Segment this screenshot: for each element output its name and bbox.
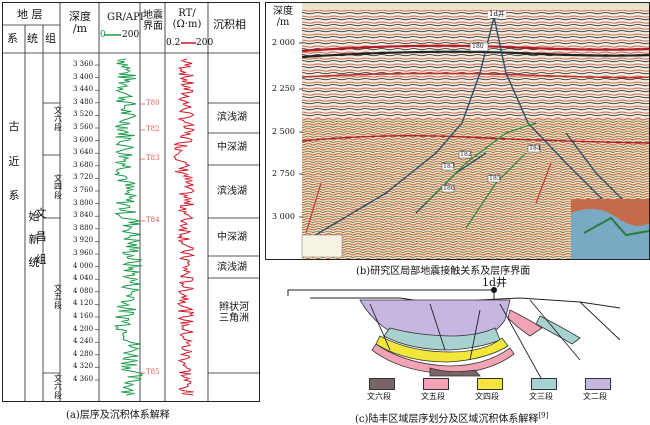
group-header: 组 <box>45 32 56 45</box>
legend-label: 文四段 <box>475 392 499 401</box>
gr-header: GR/API <box>107 12 144 23</box>
log-panel: 地 层 系 统 组 段 深度 /m GR/API 0 200 地震 界面 RT/… <box>2 2 260 402</box>
depth-tick-label: 3 920 <box>73 236 94 245</box>
depth-tick-label: 4 200 <box>73 324 94 333</box>
seismic-image <box>266 3 649 259</box>
horizon-tag: T86 <box>443 185 455 192</box>
legend-swatch <box>585 378 611 390</box>
member-label: 文 五 段 <box>54 284 62 310</box>
legend-label: 文二段 <box>583 392 607 401</box>
depth-tick-label: 3 720 <box>73 173 94 182</box>
legend-label: 文五段 <box>421 392 445 401</box>
seismic-marker: T85 <box>146 368 160 376</box>
depth-tick-label: 4 360 <box>73 375 94 383</box>
depth-tick-label: 4 120 <box>73 299 94 308</box>
seismic-header: 地震 界面 <box>143 10 163 32</box>
depth-tick-label: 3 400 <box>73 72 94 81</box>
horizon-tag: T84 <box>529 145 541 152</box>
legend-swatch <box>423 378 449 390</box>
section-well-label: 1d井 <box>482 276 508 289</box>
facies-label: 中深湖 <box>217 142 247 153</box>
section-diagram <box>287 287 621 380</box>
seismic-depth-tick: 3 000 <box>272 212 295 221</box>
caption-c-text: (c)陆丰区域层序划分及区域沉积体系解释 <box>355 414 539 425</box>
gr-scale-left: 0 <box>100 30 106 40</box>
legend-swatch <box>369 378 395 390</box>
depth-tick-label: 3 440 <box>73 85 94 94</box>
gr-curve <box>113 58 144 396</box>
caption-b: (b)研究区局部地震接触关系及层序界面 <box>356 266 531 277</box>
depth-tick-label: 3 680 <box>73 160 94 169</box>
group-name: 文 昌 组 <box>35 207 47 267</box>
facies-label: 辫状河 三角洲 <box>219 302 249 324</box>
section-panel: 1d井 文六段 文五段 文四段 文三段 文二段 <box>280 276 648 410</box>
seismic-well-label: 1d井 <box>488 10 506 18</box>
seismic-marker: T83 <box>146 154 160 162</box>
caption-a: (a)层序及沉积体系解释 <box>66 410 170 421</box>
gr-scale-right: 200 <box>122 30 140 40</box>
legend-label: 文六段 <box>367 392 391 401</box>
depth-tick-label: 3 840 <box>73 211 94 220</box>
rt-scale-left: 0.2 <box>166 38 181 48</box>
depth-tick-label: 4 240 <box>73 337 94 346</box>
seismic-marker: T82 <box>146 125 160 133</box>
seismic-depth-tick: 2 500 <box>272 127 295 136</box>
depth-tick-label: 3 640 <box>73 148 94 157</box>
seismic-depth-tick: 2 000 <box>272 38 295 47</box>
seismic-depth-label: 深度 /m <box>273 6 293 28</box>
series-name: 始 新 统 <box>28 210 40 270</box>
strata-header: 地 层 <box>17 8 43 21</box>
depth-tick-label: 3 800 <box>73 198 94 207</box>
seismic-depth-tick: 2 250 <box>272 84 295 93</box>
depth-tick-label: 3 520 <box>73 110 94 119</box>
facies-label: 中深湖 <box>217 232 247 243</box>
system-header: 系 <box>7 32 18 45</box>
horizon-tag: T80 <box>472 43 484 50</box>
seismic-depth-tick: 2 750 <box>272 169 295 178</box>
legend-swatch <box>531 378 557 390</box>
depth-tick-label: 3 600 <box>73 135 94 144</box>
horizon-tag: T82 <box>460 151 472 158</box>
seismic-panel: 深度 /m 2 000 2 250 2 500 2 750 3 000 1d井 T80 … <box>265 2 650 260</box>
member-label: 文 四 段 <box>54 174 62 200</box>
depth-header: 深度 /m <box>69 10 91 35</box>
depth-tick-label: 3 880 <box>73 223 94 232</box>
member-label: 文 六 段 <box>54 106 62 132</box>
legend-swatch <box>477 378 503 390</box>
depth-tick-label: 4 160 <box>73 312 94 320</box>
rt-curve <box>173 58 196 396</box>
depth-tick-label: 4 040 <box>73 274 94 283</box>
seismic-marker: T84 <box>146 216 160 224</box>
series-header: 统 <box>27 32 38 45</box>
caption-c: (c)陆丰区域层序划分及区域沉积体系解释[9] <box>355 410 548 425</box>
seismic-marker: T80 <box>146 99 160 107</box>
facies-label: 滨浅湖 <box>217 186 247 197</box>
caption-c-ref: [9] <box>538 411 549 420</box>
horizon-tag: T83 <box>443 163 455 170</box>
depth-tick-label: 4 280 <box>73 349 94 358</box>
depth-tick-label: 3 960 <box>73 249 94 257</box>
depth-tick-label: 4 000 <box>73 261 94 270</box>
depth-tick-label: 3 560 <box>73 123 94 131</box>
depth-tick-label: 3 760 <box>73 186 94 194</box>
rt-header: RT/ (Ω·m) <box>172 8 202 30</box>
member-label: 文 六 段 <box>54 374 62 400</box>
legend: 文六段 文五段 文四段 文三段 文二段 <box>365 378 635 401</box>
rt-scale-right: 200 <box>196 38 214 48</box>
depth-tick-label: 4 080 <box>73 286 94 295</box>
system-name: 古 近 系 <box>8 120 20 203</box>
horizon-tag: T85 <box>489 175 501 182</box>
facies-label: 滨浅湖 <box>217 112 247 123</box>
facies-label: 滨浅湖 <box>217 262 247 273</box>
depth-tick-label: 3 480 <box>73 97 94 106</box>
legend-label: 文三段 <box>529 392 553 401</box>
depth-tick-label: 4 320 <box>73 362 94 371</box>
log-grid <box>3 3 259 401</box>
depth-tick-label: 3 360 <box>73 60 94 68</box>
facies-header: 沉积相 <box>213 18 246 31</box>
